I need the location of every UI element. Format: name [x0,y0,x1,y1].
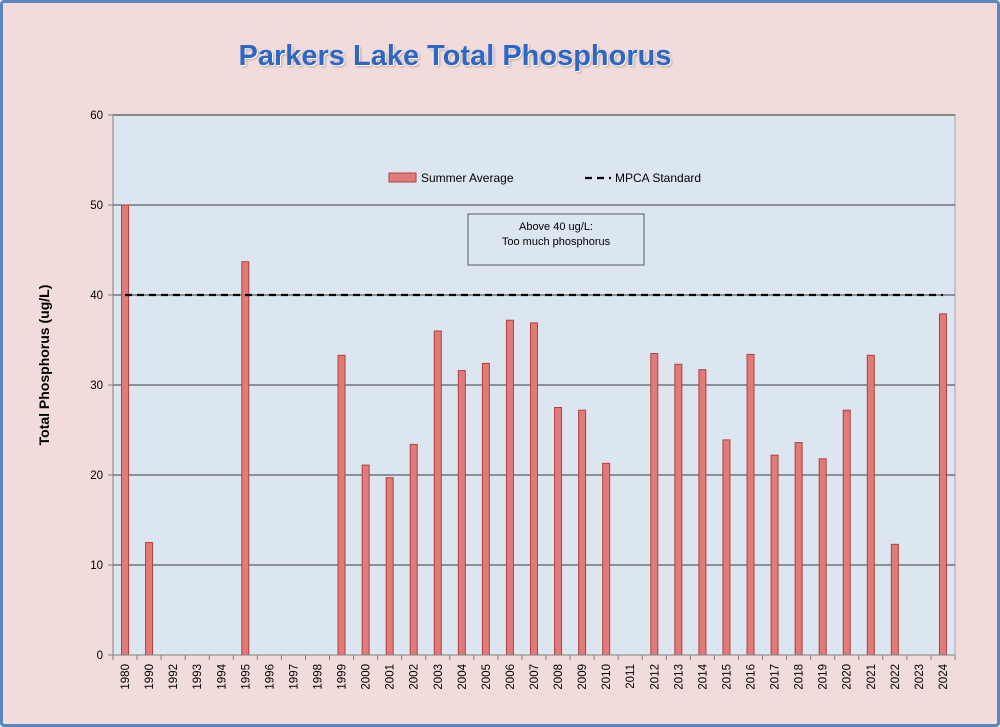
x-tick-label-1997: 1997 [288,664,300,690]
bar-2019 [818,458,827,656]
bar-2012 [650,353,659,656]
bar-2007 [530,322,538,656]
bar-2018 [794,442,803,656]
x-tick-label-2018: 2018 [794,664,806,690]
x-tick-label-2005: 2005 [481,664,493,690]
bar-2022 [890,543,899,656]
bar-2001 [385,477,394,656]
bar-2013 [674,363,683,656]
bar-2004 [457,370,466,656]
annotation-frame [467,213,645,266]
x-tick-label-1994: 1994 [216,663,228,689]
x-tick-label-2009: 2009 [577,664,589,690]
bar-2015 [722,439,731,656]
bar-2021 [866,354,875,656]
bar-2010 [602,462,611,656]
y-tick-label-60: 60 [90,110,103,122]
annotation-text-line: Above 40 ug/L: [519,221,593,233]
bar-2017 [770,454,779,656]
bar-2006 [505,319,514,656]
bar-2009 [578,409,587,656]
y-tick-label-50: 50 [90,200,103,212]
bar-1995 [241,261,250,656]
bar-1980 [121,204,130,656]
x-tick-label-2011: 2011 [625,664,637,689]
x-tick-label-2024: 2024 [938,663,950,689]
legend: Summer Average MPCA Standard [388,171,701,185]
x-tick-label-2010: 2010 [601,664,613,690]
axes [108,114,956,660]
annotation-text-line: Too much phosphorus [502,236,611,248]
y-tick-label-30: 30 [90,380,103,392]
bar-2003 [433,330,442,656]
chart-title: Parkers Lake Total Phosphorus [238,40,672,72]
legend-label-summer-average: Summer Average [421,171,514,185]
x-tick-label-1980: 1980 [120,664,132,690]
x-tick-label-1992: 1992 [168,664,180,690]
x-tick-label-2021: 2021 [866,664,878,690]
x-tick-label-2019: 2019 [818,664,830,690]
x-tick-label-2017: 2017 [770,664,782,690]
y-tick-label-20: 20 [90,470,103,482]
x-tick-label-2003: 2003 [433,664,445,690]
bar-1999 [337,354,346,656]
x-tick-label-2020: 2020 [842,664,854,690]
x-tick-label-2002: 2002 [409,664,421,690]
bar-2014 [698,369,707,656]
bar-2020 [842,409,851,656]
legend-swatch-summer-average [388,172,417,183]
x-tick-label-2013: 2013 [673,664,685,690]
x-tick-label-2014: 2014 [697,663,709,689]
x-tick-label-2001: 2001 [385,664,397,690]
x-tick-label-2007: 2007 [529,664,541,690]
bar-2016 [746,353,755,656]
x-tick-label-1995: 1995 [240,664,252,690]
legend-label-mpca-standard: MPCA Standard [615,171,701,185]
bar-2002 [409,443,418,656]
y-tick-labels: 0 10 20 30 40 50 60 [90,110,103,662]
bars [121,204,947,656]
x-tick-label-2012: 2012 [649,664,661,690]
y-tick-label-10: 10 [90,560,103,572]
bar-1990 [145,542,154,656]
x-tick-label-1996: 1996 [264,664,276,690]
x-tick-labels: 1980 1990 1992 1993 1994 1995 1996 1997 1998 1999… [120,663,950,689]
x-tick-label-2016: 2016 [746,664,758,690]
y-tick-label-40: 40 [90,290,103,302]
annotation-box: Above 40 ug/L: Too much phosphorus [467,213,645,266]
x-tick-label-2023: 2023 [914,664,926,690]
x-tick-label-2004: 2004 [457,663,469,689]
x-tick-label-1999: 1999 [337,664,349,690]
x-tick-label-2008: 2008 [553,664,565,690]
x-tick-label-1998: 1998 [312,664,324,690]
y-tick-label-0: 0 [97,650,103,662]
bar-2000 [361,464,370,656]
x-tick-label-2015: 2015 [721,664,733,690]
x-tick-label-2022: 2022 [890,664,902,690]
bar-2005 [481,362,490,656]
x-tick-label-1993: 1993 [192,664,204,690]
x-tick-label-2006: 2006 [505,664,517,690]
x-tick-label-1990: 1990 [144,664,156,690]
bar-2008 [554,407,563,656]
bar-2024 [938,313,947,656]
x-tick-label-2000: 2000 [361,664,373,690]
